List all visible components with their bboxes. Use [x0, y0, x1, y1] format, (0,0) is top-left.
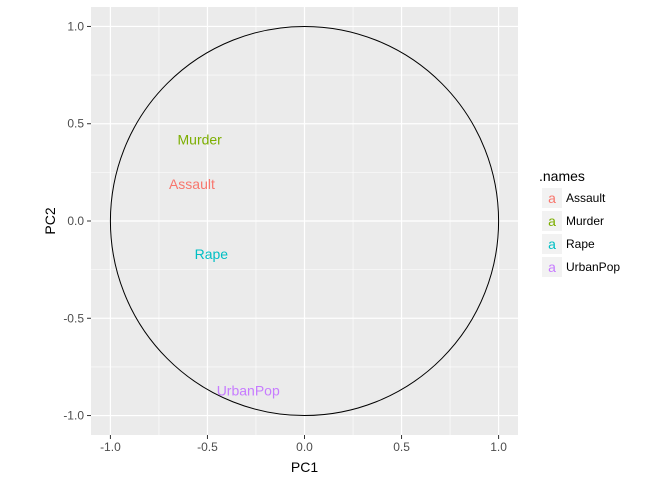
legend-key-glyph: a: [548, 259, 556, 275]
point-labels: Assault Murder Rape UrbanPop: [169, 131, 280, 398]
x-axis-title: PC1: [291, 459, 318, 475]
x-tick-label: 0.0: [296, 440, 313, 454]
x-tick-label: 1.0: [490, 440, 507, 454]
legend-key-rape: [542, 234, 562, 254]
legend-key-urbanpop: [542, 257, 562, 277]
legend-key-murder: [542, 211, 562, 231]
x-tick-label: -0.5: [197, 440, 218, 454]
unit-circle-layer: [109, 25, 500, 417]
point-label-urbanpop: UrbanPop: [217, 382, 280, 398]
y-tick-label: 0.0: [67, 214, 84, 228]
legend-title: .names: [539, 168, 585, 184]
legend-label-assault: Assault: [566, 191, 606, 205]
y-tick-label: -1.0: [63, 409, 84, 423]
legend-label-rape: Rape: [566, 237, 595, 251]
legend-label-urbanpop: UrbanPop: [566, 260, 620, 274]
point-label-murder: Murder: [178, 131, 223, 147]
y-tick-label: 0.5: [67, 117, 84, 131]
x-axis: -1.0 -0.5 0.0 0.5 1.0: [100, 435, 507, 454]
unit-circle: [109, 25, 500, 417]
legend-key-assault: [542, 188, 562, 208]
legend-label-murder: Murder: [566, 214, 604, 228]
y-axis-title: PC2: [42, 207, 58, 234]
y-axis: -1.0 -0.5 0.0 0.5 1.0: [63, 19, 91, 423]
y-tick-label: 1.0: [67, 19, 84, 33]
point-label-rape: Rape: [195, 246, 229, 262]
legend-key-glyph: a: [548, 213, 556, 229]
x-tick-label: -1.0: [100, 440, 121, 454]
legend-key-glyph: a: [548, 236, 556, 252]
y-tick-label: -0.5: [63, 311, 84, 325]
x-tick-label: 0.5: [393, 440, 410, 454]
point-label-assault: Assault: [169, 176, 215, 192]
legend-key-glyph: a: [548, 190, 556, 206]
